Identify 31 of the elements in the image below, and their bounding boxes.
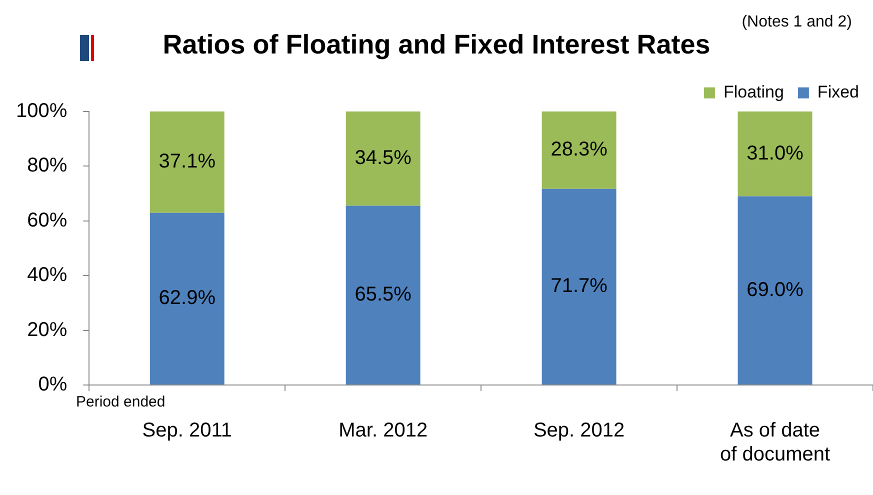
- y-tick-label: 40%: [27, 264, 68, 286]
- y-tick-label: 100%: [16, 100, 68, 122]
- x-tick-label: Sep. 2012: [533, 420, 625, 442]
- x-tick-label: Mar. 2012: [338, 420, 428, 442]
- legend-label: Fixed: [817, 82, 860, 102]
- y-tick-label: 20%: [27, 318, 68, 341]
- bar: [542, 188, 616, 384]
- x-tick-label: As of date of document: [720, 420, 830, 466]
- data-label: 62.9%: [158, 287, 216, 310]
- chart-title: Ratios of Floating and Fixed Interest Rates: [162, 30, 710, 60]
- legend-label: Floating: [723, 82, 784, 102]
- data-label: 69.0%: [746, 278, 804, 301]
- bar: [150, 212, 224, 384]
- y-tick-label: 0%: [38, 374, 68, 396]
- bar: [738, 111, 812, 196]
- bar: [346, 206, 420, 384]
- data-label: 37.1%: [158, 150, 216, 173]
- bar: [542, 111, 616, 189]
- x-tick-label: Sep. 2011: [142, 420, 232, 442]
- y-tick-label: 80%: [27, 154, 68, 177]
- y-tick-label: 60%: [27, 209, 68, 232]
- bar: [738, 196, 812, 384]
- data-label: 28.3%: [550, 138, 608, 161]
- data-label: 65.5%: [354, 284, 412, 306]
- text: (Notes 1 and 2): [742, 13, 852, 30]
- data-label: 71.7%: [550, 275, 608, 298]
- bar: [150, 111, 224, 213]
- data-label: 31.0%: [746, 142, 804, 164]
- bar: [346, 111, 420, 206]
- data-label: 34.5%: [354, 147, 412, 170]
- text: Period ended: [76, 394, 166, 411]
